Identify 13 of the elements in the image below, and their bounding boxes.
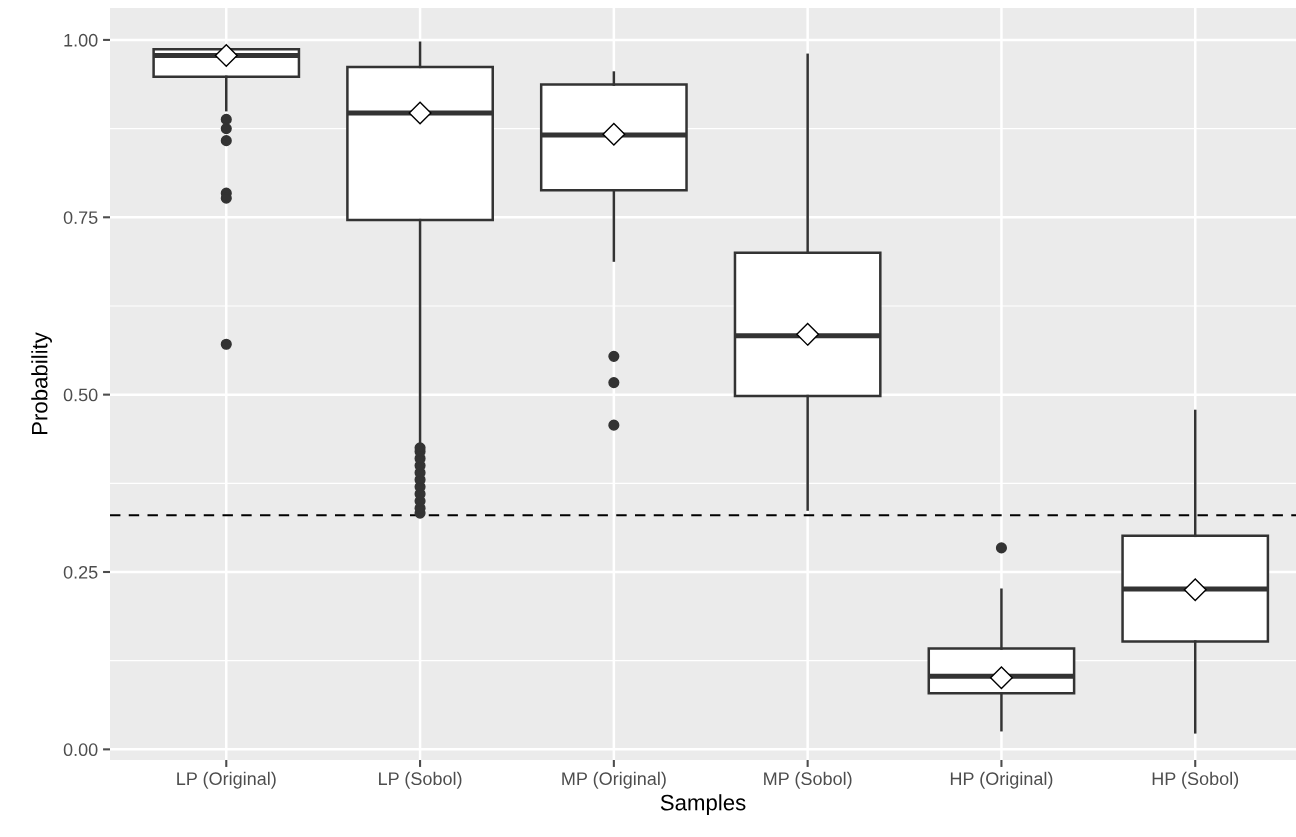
y-tick-label: 0.75	[63, 211, 98, 224]
x-tick-label: HP (Original)	[950, 771, 1053, 789]
x-tick-label: MP (Original)	[562, 771, 666, 789]
y-tick-label: 0.50	[63, 388, 98, 402]
y-tick-label: 0.25	[63, 565, 98, 579]
x-axis-title: Samples	[660, 794, 746, 815]
y-tick-label: 1.00	[64, 33, 98, 47]
x-tick-label: HP (Sobol)	[1152, 771, 1239, 789]
x-tick-label: LP (Original)	[177, 771, 276, 789]
y-tick-label: 0.00	[63, 743, 98, 757]
x-tick-label: MP (Sobol)	[764, 771, 852, 789]
y-axis-title: Probability	[31, 332, 52, 435]
x-tick-label: LP (Sobol)	[379, 771, 462, 789]
